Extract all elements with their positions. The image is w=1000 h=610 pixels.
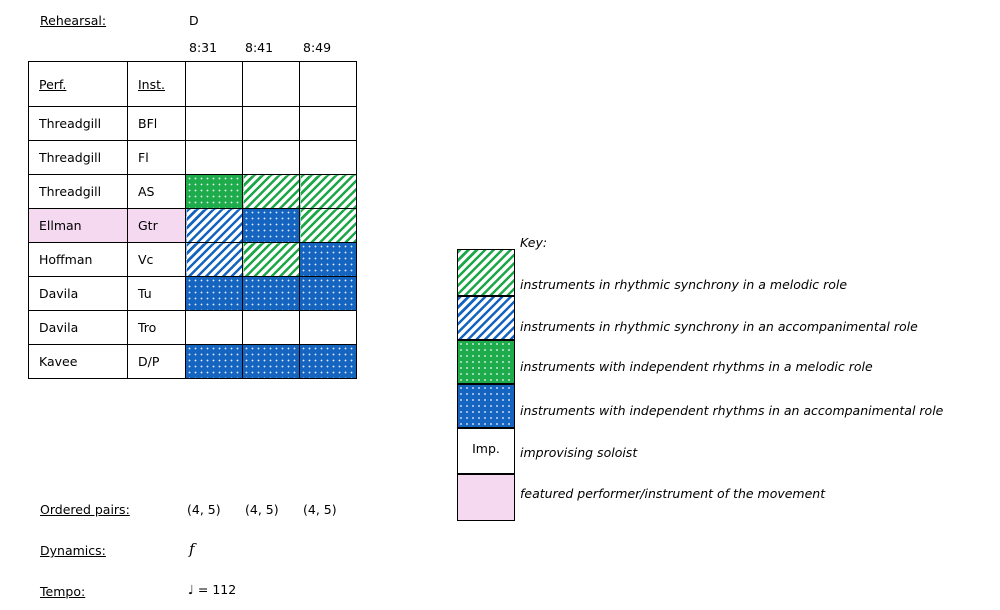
performer-name: Davila — [28, 276, 128, 311]
key-swatch-dots-blue — [457, 384, 515, 428]
key-label: featured performer/instrument of the mov… — [520, 486, 826, 501]
key-swatch-dots-green — [457, 340, 515, 384]
key-label: instruments with independent rhythms in … — [520, 359, 873, 374]
ordered-pair-2: (4, 5) — [245, 502, 279, 517]
performer-row: Threadgill Fl — [28, 140, 357, 175]
performer-row: Threadgill BFl — [28, 106, 357, 141]
performer-row: Hoffman Vc — [28, 242, 357, 277]
instrument-name: Fl — [127, 140, 186, 175]
texture-cell-hatch-green — [242, 242, 300, 277]
grid-header-row: Perf. Inst. — [28, 61, 357, 107]
performer-name: Davila — [28, 310, 128, 345]
time-label-3: 8:49 — [303, 40, 332, 55]
performer-name: Threadgill — [28, 106, 128, 141]
instrument-name: Tro — [127, 310, 186, 345]
performer-name: Threadgill — [28, 140, 128, 175]
performer-name: Hoffman — [28, 242, 128, 277]
performer-name: Threadgill — [28, 174, 128, 209]
texture-cell-empty — [185, 310, 243, 345]
texture-cell-empty — [299, 106, 357, 141]
texture-cell-empty — [242, 310, 300, 345]
key-label: instruments with independent rhythms in … — [520, 403, 944, 418]
key-swatch-featured — [457, 474, 515, 521]
column-header-inst: Inst. — [127, 61, 186, 107]
key-swatch-hatch-green — [457, 249, 515, 296]
texture-cell-empty — [299, 310, 357, 345]
ordered-pair-1: (4, 5) — [187, 502, 221, 517]
column-header-perf: Perf. — [28, 61, 128, 107]
grid-header-cell — [185, 61, 243, 107]
texture-cell-empty — [299, 140, 357, 175]
rehearsal-label: Rehearsal: — [40, 13, 107, 28]
texture-cell-dots-blue — [242, 276, 300, 311]
key-swatch-hatch-blue — [457, 296, 515, 340]
ordered-pair-3: (4, 5) — [303, 502, 337, 517]
rehearsal-mark: D — [189, 13, 199, 28]
texture-cell-hatch-blue — [185, 242, 243, 277]
key-title: Key: — [520, 235, 548, 250]
texture-cell-hatch-blue — [185, 208, 243, 243]
instrument-name: Vc — [127, 242, 186, 277]
texture-cell-dots-blue — [242, 344, 300, 379]
texture-cell-dots-blue — [299, 242, 357, 277]
grid-header-cell — [242, 61, 300, 107]
texture-cell-dots-green — [185, 174, 243, 209]
instrument-name: D/P — [127, 344, 186, 379]
key-swatch-imp: Imp. — [457, 428, 515, 474]
texture-cell-empty — [242, 106, 300, 141]
texture-cell-empty — [185, 140, 243, 175]
dynamics-label: Dynamics: — [40, 543, 106, 558]
texture-cell-empty — [242, 140, 300, 175]
instrument-name: AS — [127, 174, 186, 209]
performer-row: Threadgill AS — [28, 174, 357, 209]
performer-row: Ellman Gtr — [28, 208, 357, 243]
texture-cell-dots-blue — [299, 344, 357, 379]
texture-cell-empty — [185, 106, 243, 141]
performer-name: Ellman — [28, 208, 128, 243]
texture-cell-dots-blue — [185, 276, 243, 311]
performer-row: Kavee D/P — [28, 344, 357, 379]
quarter-note-icon: ♩ — [188, 582, 194, 597]
texture-cell-dots-blue — [185, 344, 243, 379]
dynamics-value: f — [189, 540, 195, 558]
texture-cell-dots-blue — [299, 276, 357, 311]
key-label: instruments in rhythmic synchrony in an … — [520, 319, 918, 334]
texture-cell-hatch-green — [299, 174, 357, 209]
tempo-value: = 112 — [197, 582, 237, 597]
instrument-name: BFl — [127, 106, 186, 141]
key-label: improvising soloist — [520, 445, 638, 460]
texture-cell-dots-blue — [242, 208, 300, 243]
instrumentation-grid: Perf. Inst. Threadgill BFl Threadgill Fl Thr… — [28, 61, 357, 379]
time-label-2: 8:41 — [245, 40, 274, 55]
key-swatch-text: Imp. — [472, 440, 500, 456]
performer-row: Davila Tu — [28, 276, 357, 311]
ordered-pairs-label: Ordered pairs: — [40, 502, 130, 517]
instrument-name: Gtr — [127, 208, 186, 243]
grid-header-cell — [299, 61, 357, 107]
key-label: instruments in rhythmic synchrony in a m… — [520, 277, 848, 292]
tempo-marking: ♩ = 112 — [188, 582, 236, 597]
instrument-name: Tu — [127, 276, 186, 311]
tempo-label: Tempo: — [40, 584, 86, 599]
performer-row: Davila Tro — [28, 310, 357, 345]
performer-name: Kavee — [28, 344, 128, 379]
texture-cell-hatch-green — [242, 174, 300, 209]
texture-cell-hatch-green — [299, 208, 357, 243]
time-label-1: 8:31 — [189, 40, 218, 55]
